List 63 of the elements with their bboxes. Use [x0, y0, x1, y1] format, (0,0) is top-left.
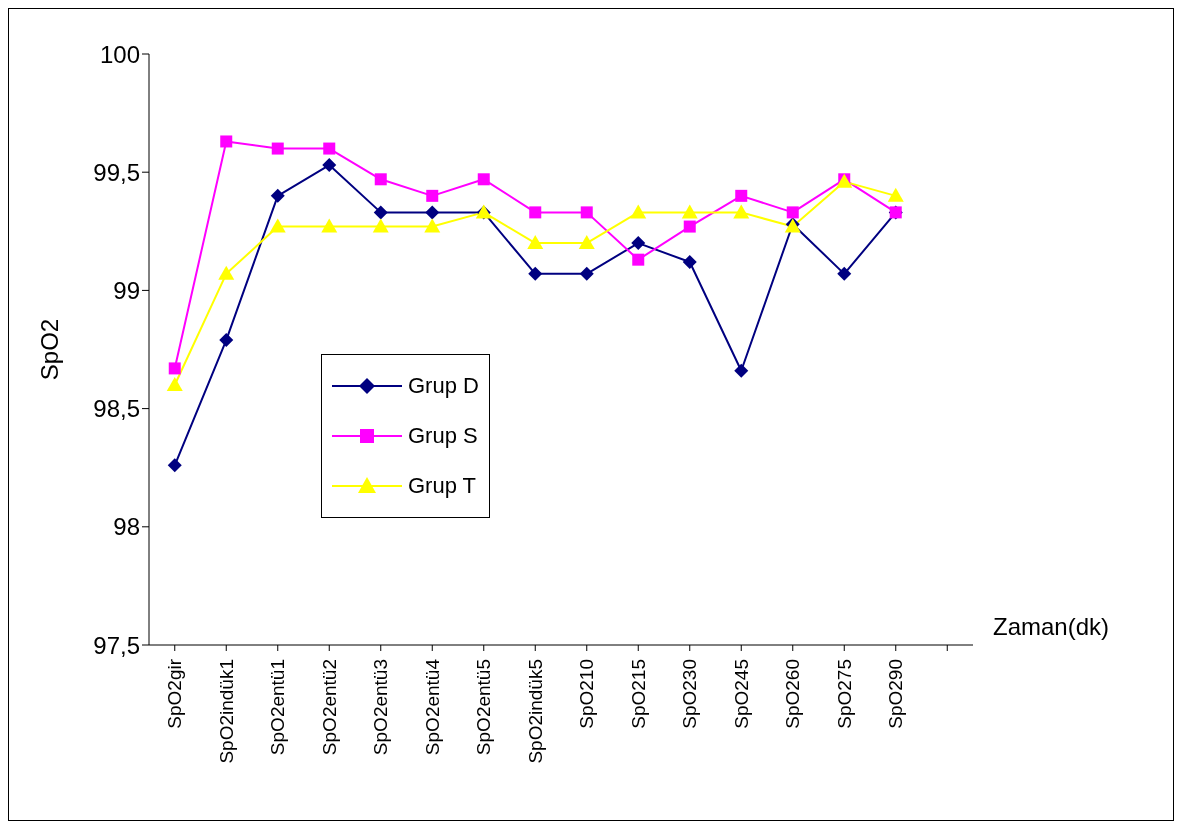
point	[322, 158, 337, 173]
point	[734, 363, 749, 378]
point	[837, 266, 852, 281]
y-axis-title: SpO2	[35, 318, 63, 381]
point	[271, 142, 284, 155]
legend-label: Grup D	[408, 373, 479, 399]
point	[323, 142, 336, 155]
x-tick-label: SpO2entü2	[318, 659, 340, 756]
x-tick-label: SpO2entü4	[421, 658, 443, 756]
point	[424, 218, 441, 233]
x-tick-label: SpO245	[730, 659, 752, 729]
x-tick-label: SpO210	[576, 659, 598, 729]
point	[580, 206, 593, 219]
point	[579, 266, 594, 281]
point	[578, 235, 595, 250]
point	[168, 362, 181, 375]
y-tick-label: 99	[113, 276, 140, 304]
point	[426, 189, 439, 202]
point	[219, 333, 234, 348]
point	[735, 189, 748, 202]
legend-label: Grup T	[408, 473, 477, 499]
x-tick-label: SpO2entü5	[473, 659, 495, 756]
point	[166, 376, 183, 391]
point	[220, 135, 233, 148]
point	[321, 218, 338, 233]
point	[167, 458, 182, 473]
x-tick-label: SpO2entü1	[267, 659, 289, 756]
y-tick-label: 97,5	[93, 631, 140, 659]
point	[631, 236, 646, 251]
point	[529, 206, 542, 219]
point	[527, 235, 544, 250]
point	[477, 173, 490, 186]
x-tick-label: SpO2indük5	[524, 659, 546, 764]
x-tick-label: SpO2gir	[164, 658, 186, 729]
x-tick-label: SpO260	[782, 659, 804, 729]
point	[218, 265, 235, 280]
point	[373, 205, 388, 220]
point	[887, 187, 904, 202]
y-tick-label: 100	[99, 40, 140, 68]
x-tick-label: SpO2entü3	[370, 659, 392, 756]
x-tick-label: SpO275	[833, 659, 855, 729]
point	[528, 266, 543, 281]
point	[374, 173, 387, 186]
point	[425, 205, 440, 220]
x-tick-label: SpO290	[885, 659, 907, 729]
y-tick-label: 98,5	[93, 395, 140, 423]
legend-label: Grup S	[408, 423, 478, 449]
x-axis-title: Zaman(dk)	[993, 613, 1110, 640]
point	[372, 218, 389, 233]
point	[786, 206, 799, 219]
point	[630, 204, 647, 219]
y-tick-label: 99,5	[93, 158, 140, 186]
x-tick-label: SpO230	[679, 659, 701, 729]
y-tick-label: 98	[113, 513, 140, 541]
point	[683, 220, 696, 233]
x-tick-label: SpO215	[627, 659, 649, 729]
point	[733, 204, 750, 219]
x-tick-label: SpO2indük1	[215, 659, 237, 764]
point	[269, 218, 286, 233]
point	[682, 255, 697, 270]
point	[270, 188, 285, 203]
point	[632, 253, 645, 266]
point	[681, 204, 698, 219]
